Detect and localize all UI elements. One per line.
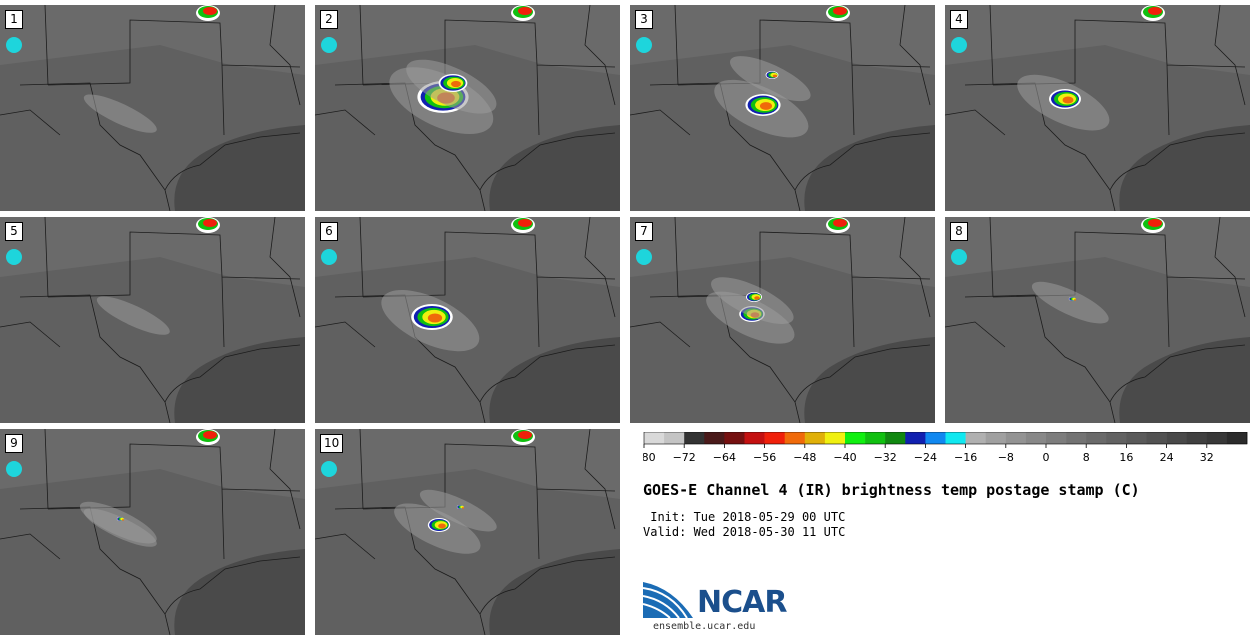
colorbar-segment: [1046, 432, 1067, 444]
colorbar-segment: [1206, 432, 1228, 444]
colorbar-segment: [965, 432, 986, 444]
member-number: 5: [5, 222, 23, 241]
colorbar-segment: [1186, 432, 1208, 444]
ensemble-member-panel: 7: [630, 217, 935, 423]
colorbar-tick-label: −72: [673, 451, 696, 464]
colorbar-segment: [824, 432, 846, 444]
colorbar-segment: [1106, 432, 1127, 444]
ensemble-member-panel: 3: [630, 5, 935, 211]
ensemble-member-panel: 6: [315, 217, 620, 423]
satellite-map: [0, 429, 305, 635]
colorbar-tick-label: 0: [1043, 451, 1050, 464]
satellite-map: [945, 5, 1250, 211]
colorbar-segment: [885, 432, 906, 444]
colorbar-tick-label: −8: [998, 451, 1014, 464]
colorbar-tick-label: −24: [914, 451, 937, 464]
logo-wordmark: NCAR: [697, 585, 787, 620]
colorbar-tick-label: 16: [1119, 451, 1133, 464]
ensemble-member-panel: 5: [0, 217, 305, 423]
member-number: 1: [5, 10, 23, 29]
colorbar-tick-label: −32: [874, 451, 897, 464]
ensemble-member-panel: 4: [945, 5, 1250, 211]
colorbar-tick-label: −48: [793, 451, 816, 464]
satellite-map: [0, 5, 305, 211]
colorbar-segment: [945, 432, 966, 444]
colorbar-tick-label: 32: [1200, 451, 1214, 464]
colorbar-segment: [704, 432, 725, 444]
colorbar-tick-label: −64: [713, 451, 736, 464]
ensemble-member-panel: 2: [315, 5, 620, 211]
satellite-map: [945, 217, 1250, 423]
colorbar-segment: [1126, 432, 1147, 444]
colorbar-segment: [1066, 432, 1087, 444]
colorbar-segment: [985, 432, 1007, 444]
colorbar-segment: [1025, 432, 1047, 444]
colorbar-segment: [644, 432, 665, 444]
satellite-map: [315, 5, 620, 211]
colorbar-segment: [744, 432, 765, 444]
colorbar-tick-label: −16: [954, 451, 977, 464]
colorbar-tick-label: −40: [833, 451, 856, 464]
colorbar-segment: [804, 432, 826, 444]
colorbar-segment: [845, 432, 866, 444]
ensemble-member-panel: 9: [0, 429, 305, 635]
member-number: 4: [950, 10, 968, 29]
colorbar-segment: [1086, 432, 1107, 444]
ncar-logo-icon: [643, 582, 693, 619]
satellite-map: [630, 217, 935, 423]
colorbar-segment: [925, 432, 946, 444]
colorbar-segment: [784, 432, 806, 444]
colorbar-tick-label: 24: [1160, 451, 1174, 464]
ensemble-member-panel: 8: [945, 217, 1250, 423]
member-number: 10: [320, 434, 344, 453]
colorbar-segment: [1166, 432, 1187, 444]
member-number: 3: [635, 10, 653, 29]
member-number: 9: [5, 434, 23, 453]
colorbar-segment: [905, 432, 926, 444]
colorbar-segment: [1226, 432, 1248, 444]
colorbar-segment: [1146, 432, 1167, 444]
satellite-map: [315, 429, 620, 635]
ensemble-member-panel: 1: [0, 5, 305, 211]
website-link[interactable]: ensemble.ucar.edu: [653, 621, 756, 632]
ensemble-member-panel: 10: [315, 429, 620, 635]
colorbar-segment: [724, 432, 745, 444]
satellite-map: [0, 217, 305, 423]
colorbar-segment: [684, 432, 705, 444]
colorbar-tick-label: 8: [1083, 451, 1090, 464]
colorbar-segment: [865, 432, 886, 444]
satellite-map: [630, 5, 935, 211]
satellite-map: [315, 217, 620, 423]
colorbar-tick-label: −80: [643, 451, 656, 464]
colorbar-segment: [664, 432, 685, 444]
colorbar-tick-label: −56: [753, 451, 776, 464]
colorbar-segment: [764, 432, 785, 444]
member-number: 7: [635, 222, 653, 241]
init-time: Init: Tue 2018-05-29 00 UTC: [643, 510, 846, 524]
member-number: 6: [320, 222, 338, 241]
valid-time: Valid: Wed 2018-05-30 11 UTC: [643, 525, 846, 539]
member-number: 2: [320, 10, 338, 29]
colorbar-segment: [1005, 432, 1027, 444]
member-number: 8: [950, 222, 968, 241]
figure-title: GOES-E Channel 4 (IR) brightness temp po…: [643, 481, 1140, 499]
